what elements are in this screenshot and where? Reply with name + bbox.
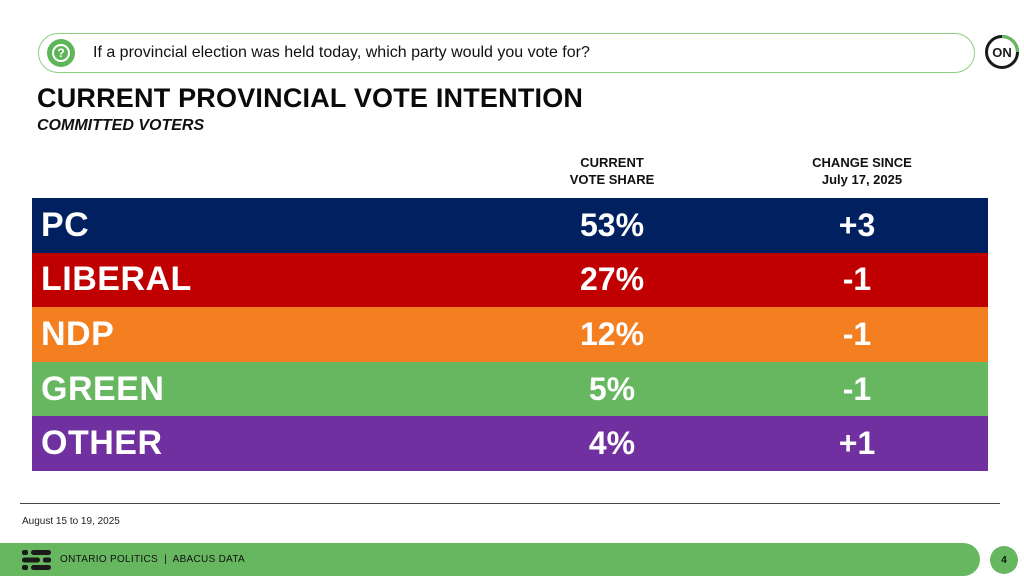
table-row: PC 53% +3	[32, 198, 988, 253]
party-label: NDP	[41, 314, 115, 353]
change-value: +1	[838, 425, 876, 462]
change-value: -1	[842, 261, 872, 298]
ontario-logo: ON	[985, 35, 1019, 69]
column-header-change: CHANGE SINCE July 17, 2025	[812, 155, 912, 187]
footer-bar: ONTARIO POLITICS | ABACUS DATA	[0, 543, 980, 576]
vote-share-value: 4%	[588, 425, 636, 462]
vote-share-value: 53%	[579, 206, 645, 243]
vote-share-value: 12%	[579, 315, 645, 352]
table-row: OTHER 4% +1	[32, 416, 988, 471]
change-value: -1	[842, 370, 872, 407]
footer-text: ONTARIO POLITICS | ABACUS DATA	[60, 554, 246, 565]
vote-table: PC 53% +3 LIBERAL 27% -1 NDP 12% -1 GREEN 5% -1 OTHE…	[32, 198, 988, 471]
table-row: GREEN 5% -1	[32, 361, 988, 417]
party-label: OTHER	[41, 424, 163, 463]
vote-share-value: 27%	[579, 261, 645, 298]
party-label: PC	[41, 205, 90, 244]
table-row: LIBERAL 27% -1	[32, 252, 988, 308]
abacus-logo-icon	[22, 549, 51, 570]
page-number: 4	[990, 546, 1018, 574]
question-bar: ? If a provincial election was held toda…	[38, 33, 975, 73]
page-subtitle: COMMITTED VOTERS	[37, 117, 205, 134]
party-label: LIBERAL	[41, 260, 192, 299]
logo-text: ON	[992, 45, 1012, 60]
table-row: NDP 12% -1	[32, 307, 988, 362]
date-note: August 15 to 19, 2025	[22, 516, 120, 527]
page-title: CURRENT PROVINCIAL VOTE INTENTION	[37, 83, 584, 113]
question-icon: ?	[47, 39, 75, 67]
column-header-share: CURRENT VOTE SHARE	[569, 155, 655, 187]
divider	[20, 503, 1000, 504]
party-label: GREEN	[41, 369, 165, 408]
vote-share-value: 5%	[588, 370, 636, 407]
change-value: +3	[838, 206, 876, 243]
question-text: If a provincial election was held today,…	[93, 44, 590, 61]
change-value: -1	[842, 315, 872, 352]
